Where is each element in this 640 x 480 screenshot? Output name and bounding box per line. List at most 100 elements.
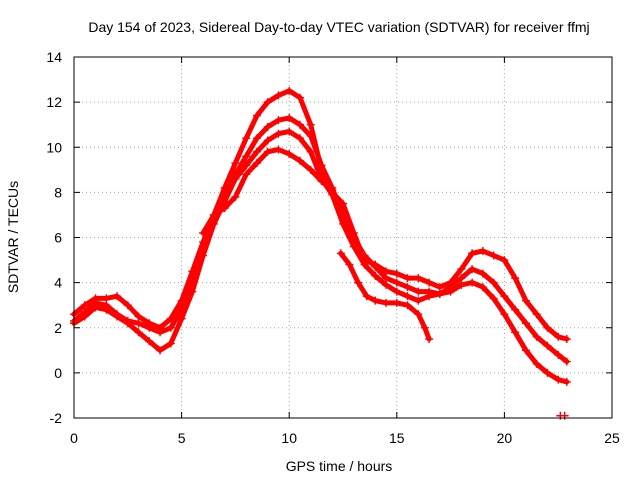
data-series: [70, 86, 571, 420]
data-point: [252, 147, 261, 156]
data-point: [113, 292, 122, 301]
data-point: [435, 289, 444, 298]
x-tick-labels: 0 5 10 15 20 25: [70, 430, 620, 446]
data-point: [371, 271, 380, 280]
data-point: [403, 274, 412, 283]
data-point: [306, 131, 315, 140]
data-point: [511, 328, 520, 337]
data-point: [123, 319, 132, 328]
series-line: [71, 115, 570, 365]
data-point: [425, 292, 434, 301]
data-point: [414, 296, 423, 305]
data-point: [274, 116, 283, 125]
data-point: [457, 265, 466, 274]
data-point: [414, 287, 423, 296]
data-point: [252, 134, 261, 143]
x-tick-label: 25: [604, 430, 620, 446]
data-point: [252, 111, 261, 120]
data-point: [478, 269, 487, 278]
data-point: [328, 186, 337, 195]
data-point: [263, 147, 272, 156]
data-point: [403, 292, 412, 301]
data-point: [382, 298, 391, 307]
data-point: [263, 122, 272, 131]
data-point: [263, 98, 272, 107]
data-point: [177, 314, 186, 323]
data-point: [336, 249, 345, 258]
data-point: [220, 197, 229, 206]
data-point: [532, 359, 541, 368]
data-point: [285, 127, 294, 136]
series-trace-6: [556, 411, 569, 420]
plot-frame: [73, 56, 613, 419]
x-tick-label: 5: [178, 430, 186, 446]
data-point: [156, 346, 165, 355]
data-point: [511, 274, 520, 283]
data-point: [562, 357, 571, 366]
data-point: [231, 174, 240, 183]
data-point: [295, 134, 304, 143]
data-point: [263, 136, 272, 145]
y-axis-title: SDTVAR / TECUs: [5, 181, 21, 293]
data-point: [478, 247, 487, 256]
data-point: [349, 242, 358, 251]
x-tick-label: 0: [70, 430, 78, 446]
data-point: [242, 170, 251, 179]
data-point: [295, 120, 304, 129]
data-point: [166, 339, 175, 348]
data-point: [134, 319, 143, 328]
data-point: [134, 312, 143, 321]
data-point: [306, 165, 315, 174]
data-point: [446, 287, 455, 296]
data-point: [231, 192, 240, 201]
data-point: [188, 287, 197, 296]
data-point: [554, 332, 563, 341]
data-point: [500, 310, 509, 319]
data-point: [166, 323, 175, 332]
data-point: [403, 301, 412, 310]
data-point: [306, 147, 315, 156]
data-point: [145, 323, 154, 332]
chart-title: Day 154 of 2023, Sidereal Day-to-day VTE…: [88, 19, 589, 35]
data-point: [382, 280, 391, 289]
y-tick-label: 10: [46, 139, 62, 155]
data-point: [199, 251, 208, 260]
data-point: [285, 86, 294, 95]
y-tick-label: 0: [54, 365, 62, 381]
data-point: [145, 337, 154, 346]
series-line: [338, 250, 432, 342]
data-point: [80, 301, 89, 310]
data-point: [209, 210, 218, 219]
data-point: [102, 305, 111, 314]
y-tick-label: 6: [54, 230, 62, 246]
data-point: [354, 278, 363, 287]
data-point: [80, 312, 89, 321]
data-point: [134, 328, 143, 337]
data-point: [392, 269, 401, 278]
data-point: [457, 274, 466, 283]
data-point: [242, 134, 251, 143]
data-point: [345, 260, 354, 269]
data-point: [156, 328, 165, 337]
grid-lines: [74, 57, 612, 418]
data-point: [478, 283, 487, 292]
data-point: [414, 310, 423, 319]
data-point: [425, 278, 434, 287]
data-point: [339, 219, 347, 228]
data-point: [295, 156, 304, 165]
series-trace-2: [70, 113, 571, 366]
data-point: [123, 301, 132, 310]
data-point: [489, 294, 498, 303]
data-point: [392, 287, 401, 296]
data-point: [414, 274, 423, 283]
data-point: [554, 375, 563, 384]
data-point: [274, 145, 283, 154]
x-tick-label: 20: [497, 430, 513, 446]
data-point: [317, 161, 326, 170]
data-point: [371, 296, 380, 305]
y-tick-label: 4: [54, 275, 62, 291]
data-point: [362, 292, 371, 301]
data-point: [489, 251, 498, 260]
data-point: [285, 113, 294, 122]
data-point: [500, 256, 509, 265]
